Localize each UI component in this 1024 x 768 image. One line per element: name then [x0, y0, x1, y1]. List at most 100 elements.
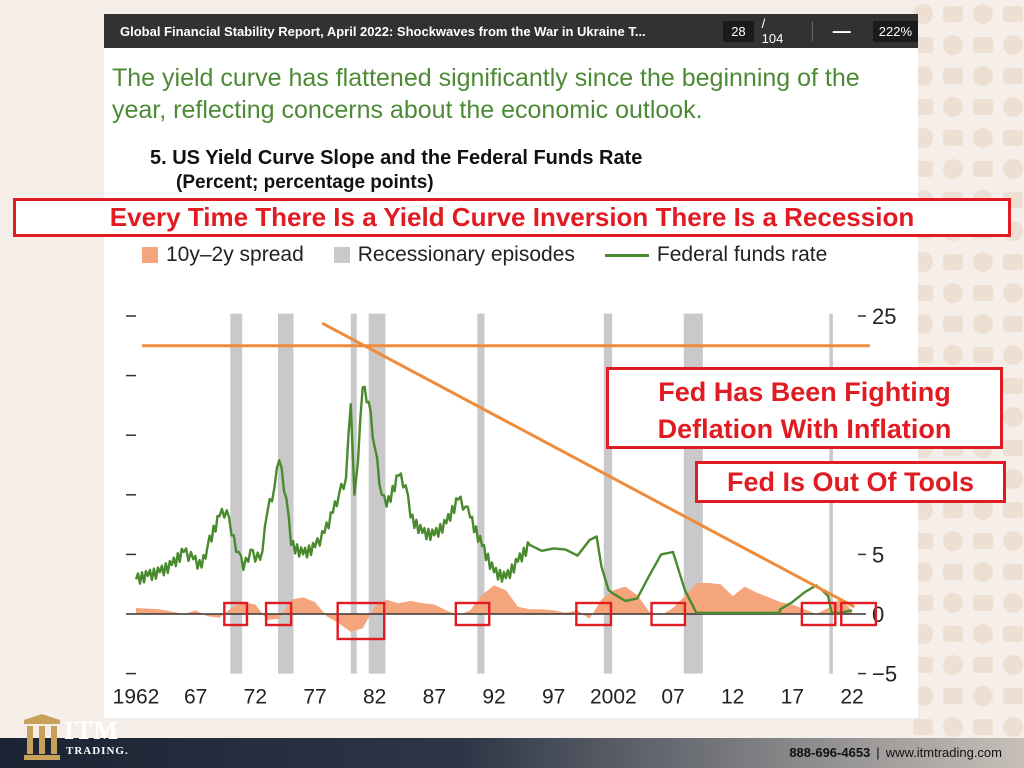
pattern-dot: [1003, 407, 1023, 427]
pattern-dot: [943, 345, 963, 365]
pattern-block: [1003, 130, 1023, 146]
legend-item-recession: Recessionary episodes: [333, 243, 575, 267]
pattern-block: [973, 285, 993, 301]
pattern-block: [913, 657, 933, 673]
logo-subtitle: TRADING.: [66, 745, 129, 757]
recession-band: [368, 313, 386, 674]
out-of-tools-annotation: Fed Is Out Of Tools: [695, 461, 1006, 503]
inversion-banner: Every Time There Is a Yield Curve Invers…: [13, 198, 1011, 237]
pattern-block: [973, 595, 993, 611]
declining-trend-line: [321, 321, 856, 609]
pattern-block: [1003, 378, 1023, 394]
pattern-dot: [1003, 283, 1023, 303]
pattern-dot: [943, 593, 963, 613]
figure-title: 5. US Yield Curve Slope and the Federal …: [150, 147, 643, 169]
legend-swatch-fedfunds: [604, 253, 649, 257]
fedfunds-line: [134, 385, 853, 614]
pattern-block: [913, 533, 933, 549]
page-number-input[interactable]: 28: [723, 20, 754, 42]
chart-legend: 10y–2y spread Recessionary episodes Fede…: [142, 243, 857, 267]
pattern-dot: [943, 97, 963, 117]
pattern-block: [973, 161, 993, 177]
pattern-block: [1003, 626, 1023, 642]
pattern-dot: [973, 128, 993, 148]
pattern-dot: [943, 283, 963, 303]
pattern-dot: [973, 314, 993, 334]
pattern-dot: [913, 252, 933, 272]
x-axis-label: 77: [303, 686, 326, 709]
background-pattern: [905, 0, 1024, 738]
right-axis-label: 0: [872, 602, 884, 627]
x-axis-label: 12: [721, 686, 744, 709]
pattern-dot: [913, 624, 933, 644]
pattern-block: [1003, 316, 1023, 332]
pattern-block: [943, 316, 963, 332]
footer-phone: 888-696-4653: [789, 745, 871, 760]
pattern-block: [913, 37, 933, 53]
right-axis-label: 25: [872, 304, 896, 329]
x-axis-label: 2002: [590, 686, 637, 709]
inversion-box: [223, 601, 249, 627]
inversion-box: [800, 601, 837, 627]
pattern-dot: [943, 717, 963, 737]
pattern-block: [943, 564, 963, 580]
pattern-dot: [913, 66, 933, 86]
pattern-dot: [973, 500, 993, 520]
zoom-out-button[interactable]: —: [832, 20, 851, 41]
pattern-dot: [1003, 35, 1023, 55]
pattern-dot: [973, 252, 993, 272]
pattern-block: [943, 502, 963, 518]
legend-label-spread: 10y–2y spread: [166, 243, 304, 266]
pattern-block: [1003, 502, 1023, 518]
pattern-dot: [1003, 159, 1023, 179]
x-axis-label: 87: [423, 686, 446, 709]
deflation-annotation: Fed Has Been Fighting Deflation With Inf…: [606, 367, 1003, 449]
figure-subtitle: (Percent; percentage points): [176, 172, 434, 193]
inversion-box: [575, 601, 613, 627]
deflation-annotation-line2: Deflation With Inflation: [657, 414, 952, 444]
pattern-block: [913, 285, 933, 301]
pattern-dot: [1003, 97, 1023, 117]
pattern-block: [973, 719, 993, 735]
logo-wordmark: ITM: [64, 716, 119, 745]
pattern-block: [913, 161, 933, 177]
pattern-block: [1003, 254, 1023, 270]
pattern-dot: [943, 655, 963, 675]
x-axis-label: 97: [542, 686, 565, 709]
pattern-block: [1003, 68, 1023, 84]
legend-swatch-recession: [333, 247, 350, 263]
deflation-annotation-line1: Fed Has Been Fighting: [658, 377, 951, 407]
pattern-dot: [973, 562, 993, 582]
document-title: Global Financial Stability Report, April…: [120, 23, 646, 39]
page-total: / 104: [761, 16, 784, 46]
pattern-dot: [913, 314, 933, 334]
recession-band: [230, 313, 243, 674]
pattern-dot: [943, 35, 963, 55]
pattern-dot: [913, 562, 933, 582]
pattern-dot: [913, 128, 933, 148]
legend-label-recession: Recessionary episodes: [357, 243, 575, 266]
x-axis-label: 07: [661, 686, 684, 709]
pattern-dot: [1003, 717, 1023, 737]
pattern-block: [973, 99, 993, 115]
zoom-level-field[interactable]: 222%: [872, 20, 918, 42]
right-axis-label: 5: [872, 542, 884, 567]
pattern-dot: [1003, 469, 1023, 489]
pattern-block: [913, 99, 933, 115]
pattern-dot: [1003, 345, 1023, 365]
recession-band: [477, 313, 485, 674]
x-axis-label: 72: [244, 686, 267, 709]
x-axis-label: 17: [781, 686, 804, 709]
footer-website: www.itmtrading.com: [885, 745, 1002, 760]
pattern-dot: [1003, 593, 1023, 613]
legend-label-fedfunds: Federal funds rate: [656, 243, 828, 266]
inversion-box: [650, 601, 687, 627]
pattern-block: [943, 68, 963, 84]
inversion-box: [336, 601, 386, 641]
pattern-dot: [973, 686, 993, 706]
pattern-dot: [913, 4, 933, 24]
right-axis-label: −5: [872, 662, 897, 687]
recession-band: [603, 313, 613, 674]
inversion-box: [264, 601, 293, 627]
legend-swatch-spread: [142, 247, 158, 263]
